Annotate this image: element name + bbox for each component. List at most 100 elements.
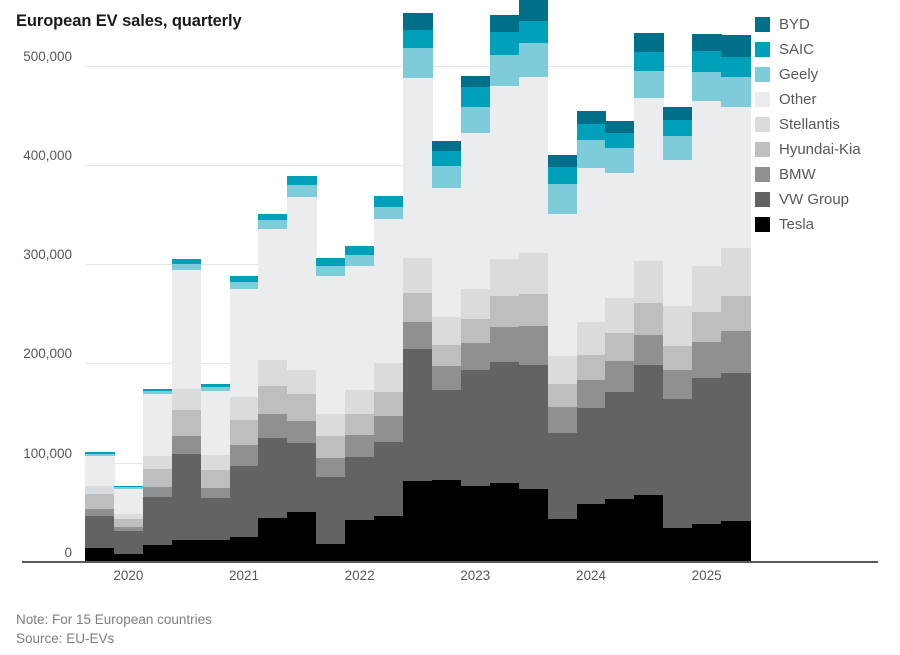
bar-segment bbox=[287, 370, 317, 395]
legend-swatch-icon bbox=[755, 192, 770, 207]
bar-segment bbox=[576, 124, 607, 141]
bar-segment bbox=[634, 51, 664, 71]
bar-column[interactable] bbox=[605, 6, 635, 562]
bar-column[interactable] bbox=[229, 6, 260, 562]
bar-segment bbox=[692, 341, 722, 379]
bar-segment bbox=[692, 33, 722, 51]
bar-segment bbox=[200, 454, 231, 470]
bar-segment bbox=[692, 378, 722, 525]
bar-segment bbox=[200, 498, 231, 541]
bar-column[interactable] bbox=[634, 6, 664, 562]
bar-segment bbox=[229, 276, 260, 283]
legend-swatch-icon bbox=[755, 217, 770, 232]
bar-column[interactable] bbox=[200, 6, 231, 562]
bar-segment bbox=[171, 435, 202, 454]
bar-column[interactable] bbox=[374, 6, 404, 562]
bar-segment bbox=[663, 305, 693, 346]
bar-column[interactable] bbox=[489, 6, 520, 562]
bar-segment bbox=[460, 318, 491, 343]
bar-segment bbox=[460, 133, 491, 289]
bar-segment bbox=[605, 499, 635, 562]
bar-segment bbox=[460, 485, 491, 562]
bar-column[interactable] bbox=[171, 6, 202, 562]
bar-segment bbox=[692, 524, 722, 562]
bar-column[interactable] bbox=[663, 6, 693, 562]
bar-segment bbox=[547, 183, 578, 214]
bar-segment bbox=[576, 354, 607, 381]
bar-column[interactable] bbox=[258, 6, 288, 562]
bar-segment bbox=[605, 361, 635, 393]
bar-segment bbox=[518, 325, 549, 366]
legend-item[interactable]: Tesla bbox=[755, 212, 895, 237]
bar-segment bbox=[692, 101, 722, 267]
bar-column[interactable] bbox=[721, 6, 751, 562]
bar-segment bbox=[345, 246, 375, 256]
legend-item[interactable]: VW Group bbox=[755, 187, 895, 212]
bar-segment bbox=[460, 75, 491, 88]
bar-segment bbox=[316, 258, 346, 267]
bar-segment bbox=[605, 133, 635, 148]
bar-segment bbox=[634, 365, 664, 496]
bar-column[interactable] bbox=[576, 6, 607, 562]
bar-segment bbox=[403, 47, 433, 78]
bar-segment bbox=[258, 213, 288, 221]
legend-item[interactable]: BMW bbox=[755, 162, 895, 187]
bar-column[interactable] bbox=[547, 6, 578, 562]
bar-segment bbox=[403, 258, 433, 293]
legend-item[interactable]: Stellantis bbox=[755, 112, 895, 137]
bar-segment bbox=[258, 437, 288, 519]
bar-segment bbox=[663, 136, 693, 160]
bar-column[interactable] bbox=[460, 6, 491, 562]
source-text: Source: EU-EVs bbox=[16, 631, 115, 646]
bar-segment bbox=[85, 493, 115, 510]
bar-segment bbox=[287, 512, 317, 562]
bar-segment bbox=[518, 293, 549, 326]
bar-segment bbox=[547, 355, 578, 385]
bar-segment bbox=[403, 480, 433, 562]
bar-column[interactable] bbox=[287, 6, 317, 562]
bar-segment bbox=[692, 50, 722, 72]
bar-column[interactable] bbox=[431, 6, 462, 562]
bar-segment bbox=[374, 416, 404, 442]
bar-column[interactable] bbox=[113, 6, 144, 562]
bar-segment bbox=[518, 76, 549, 254]
bar-segment bbox=[518, 253, 549, 294]
bar-segment bbox=[85, 509, 115, 517]
bar-column[interactable] bbox=[403, 6, 433, 562]
bar-segment bbox=[200, 469, 231, 488]
bar-segment bbox=[721, 521, 751, 562]
bar-segment bbox=[113, 487, 144, 489]
bar-segment bbox=[374, 441, 404, 517]
bar-segment bbox=[142, 486, 173, 498]
bar-column[interactable] bbox=[316, 6, 346, 562]
legend-item[interactable]: Other bbox=[755, 87, 895, 112]
bar-segment bbox=[489, 31, 520, 55]
legend-item-label: Hyundai-Kia bbox=[779, 141, 861, 158]
bar-column[interactable] bbox=[345, 6, 375, 562]
legend-item[interactable]: Geely bbox=[755, 62, 895, 87]
bar-segment bbox=[460, 107, 491, 134]
bar-column[interactable] bbox=[692, 6, 722, 562]
legend-item[interactable]: SAIC bbox=[755, 37, 895, 62]
bar-column[interactable] bbox=[85, 6, 115, 562]
bar-segment bbox=[345, 266, 375, 391]
legend-item[interactable]: Hyundai-Kia bbox=[755, 137, 895, 162]
bar-segment bbox=[605, 121, 635, 134]
x-tick-label: 2023 bbox=[460, 568, 491, 583]
bar-segment bbox=[258, 386, 288, 415]
bar-segment bbox=[692, 311, 722, 342]
bar-segment bbox=[431, 165, 462, 188]
bar-segment bbox=[287, 421, 317, 443]
bar-segment bbox=[142, 468, 173, 487]
bar-column[interactable] bbox=[142, 6, 173, 562]
y-tick-label: 300,000 bbox=[23, 247, 72, 263]
bar-segment bbox=[113, 519, 144, 528]
bar-segment bbox=[460, 370, 491, 486]
bar-segment bbox=[547, 519, 578, 562]
bar-column[interactable] bbox=[518, 0, 549, 562]
bar-segment bbox=[634, 302, 664, 335]
bar-segment bbox=[345, 390, 375, 415]
bar-segment bbox=[403, 12, 433, 30]
legend-item[interactable]: BYD bbox=[755, 12, 895, 37]
